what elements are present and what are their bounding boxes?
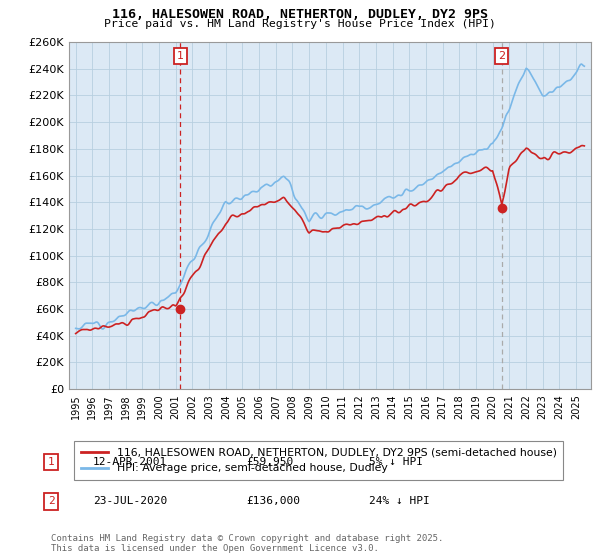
Legend: 116, HALESOWEN ROAD, NETHERTON, DUDLEY, DY2 9PS (semi-detached house), HPI: Aver: 116, HALESOWEN ROAD, NETHERTON, DUDLEY, … [74, 441, 563, 480]
Text: 12-APR-2001: 12-APR-2001 [93, 457, 167, 467]
Text: 1: 1 [47, 457, 55, 467]
Text: 5% ↓ HPI: 5% ↓ HPI [369, 457, 423, 467]
Text: 23-JUL-2020: 23-JUL-2020 [93, 496, 167, 506]
Text: £136,000: £136,000 [246, 496, 300, 506]
Text: 116, HALESOWEN ROAD, NETHERTON, DUDLEY, DY2 9PS: 116, HALESOWEN ROAD, NETHERTON, DUDLEY, … [112, 8, 488, 21]
Text: 2: 2 [47, 496, 55, 506]
Text: £59,950: £59,950 [246, 457, 293, 467]
Text: 24% ↓ HPI: 24% ↓ HPI [369, 496, 430, 506]
Text: 2: 2 [498, 50, 505, 60]
Text: Contains HM Land Registry data © Crown copyright and database right 2025.
This d: Contains HM Land Registry data © Crown c… [51, 534, 443, 553]
Text: Price paid vs. HM Land Registry's House Price Index (HPI): Price paid vs. HM Land Registry's House … [104, 19, 496, 29]
Text: 1: 1 [177, 50, 184, 60]
